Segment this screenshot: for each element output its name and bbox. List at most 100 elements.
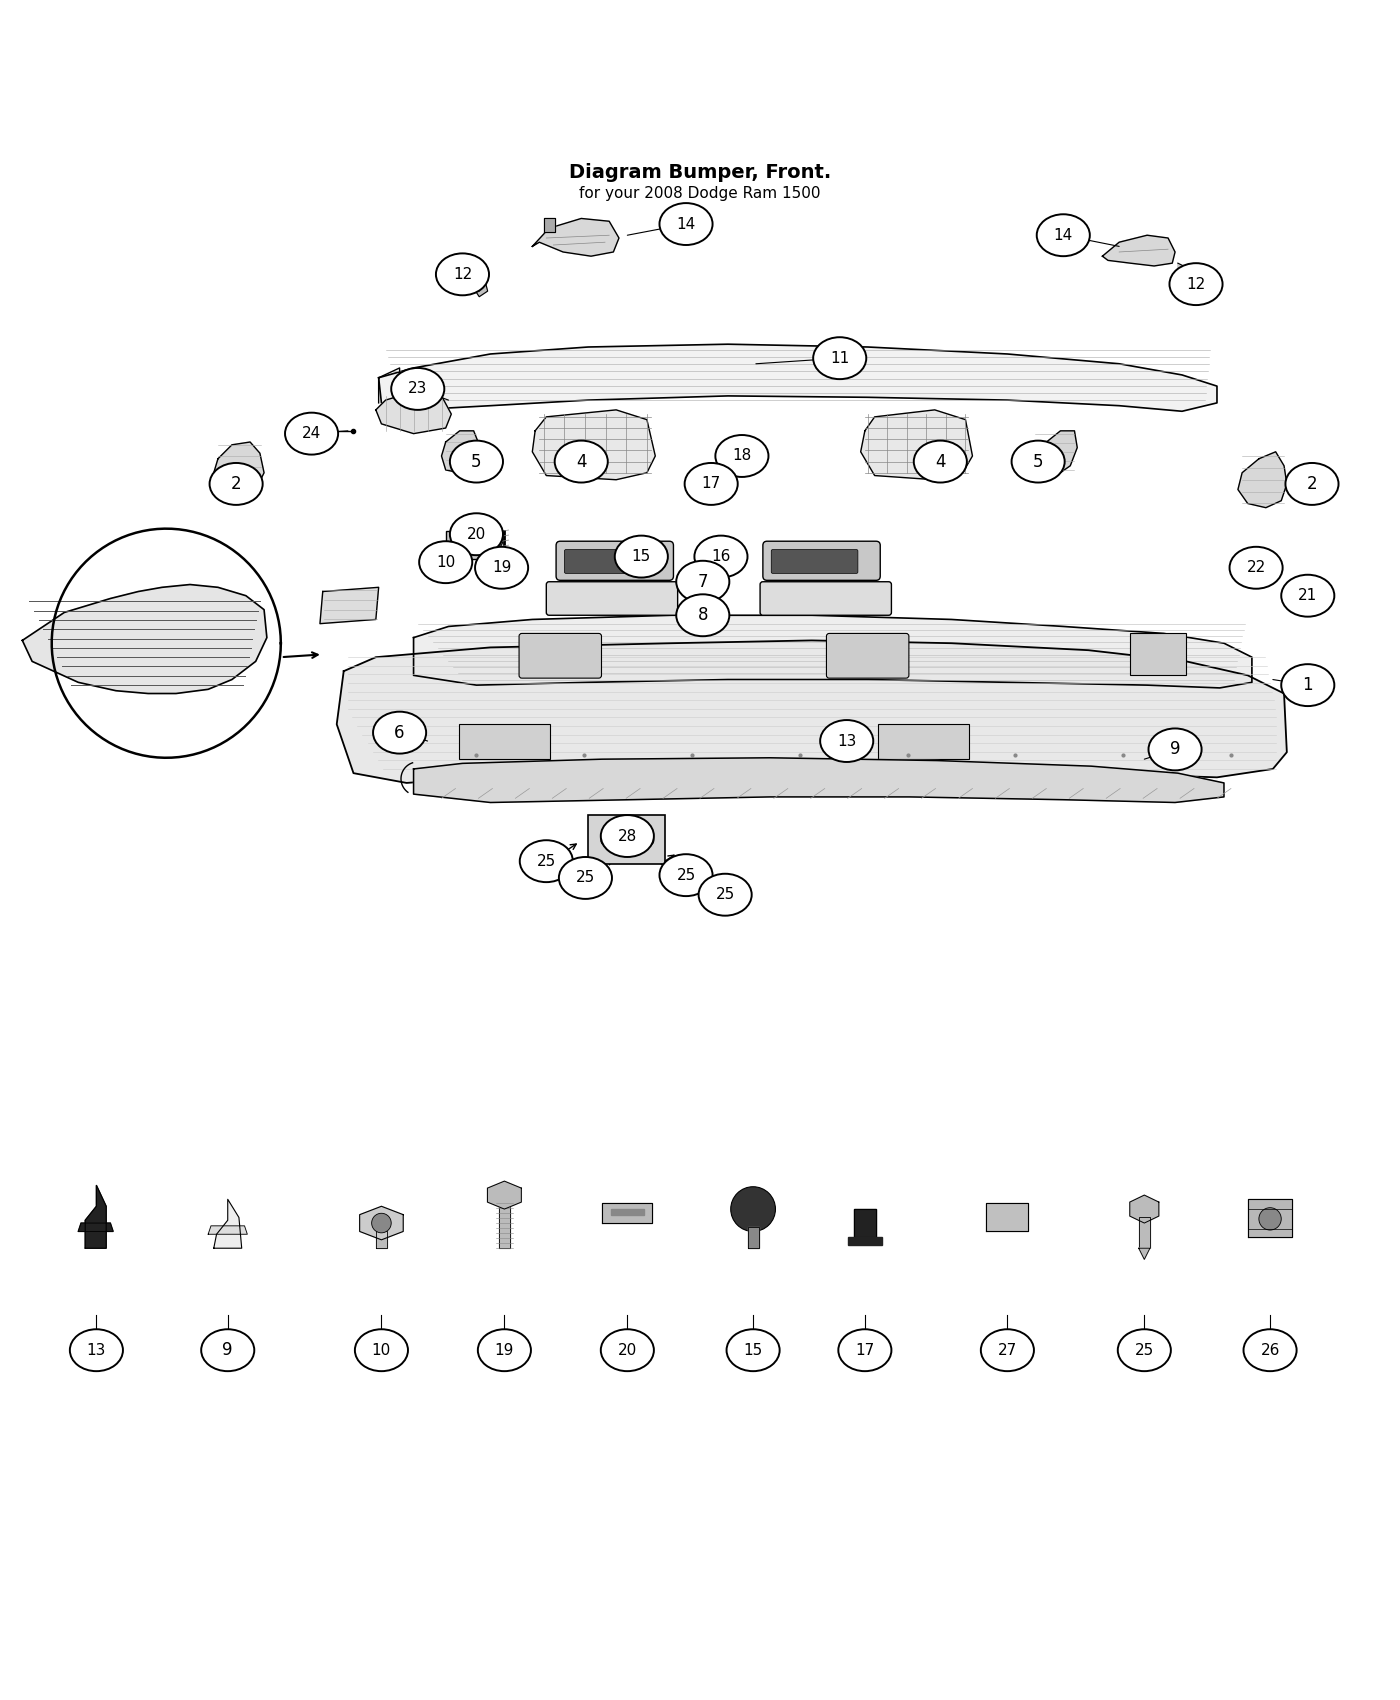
Text: 23: 23: [407, 381, 427, 396]
Polygon shape: [543, 219, 554, 233]
Polygon shape: [987, 1204, 1029, 1231]
Text: 28: 28: [617, 828, 637, 843]
Ellipse shape: [286, 413, 339, 454]
Ellipse shape: [1037, 214, 1089, 257]
Ellipse shape: [1117, 1329, 1170, 1372]
Polygon shape: [1175, 277, 1186, 298]
Polygon shape: [602, 1204, 652, 1222]
Ellipse shape: [475, 547, 528, 588]
Polygon shape: [487, 1182, 521, 1209]
FancyBboxPatch shape: [564, 549, 651, 573]
Circle shape: [601, 835, 612, 847]
Ellipse shape: [694, 536, 748, 578]
Text: 9: 9: [1170, 741, 1180, 758]
Text: Diagram Bumper, Front.: Diagram Bumper, Front.: [568, 163, 832, 182]
Ellipse shape: [1012, 440, 1064, 483]
Ellipse shape: [449, 513, 503, 556]
Polygon shape: [748, 1227, 759, 1248]
Polygon shape: [378, 343, 1217, 411]
Polygon shape: [854, 1209, 876, 1238]
Text: 10: 10: [372, 1343, 391, 1358]
Text: 8: 8: [697, 607, 708, 624]
Text: 19: 19: [491, 561, 511, 575]
Polygon shape: [610, 1209, 644, 1216]
Text: 2: 2: [231, 474, 241, 493]
Polygon shape: [375, 1231, 386, 1248]
FancyBboxPatch shape: [760, 581, 892, 615]
Polygon shape: [1138, 1217, 1149, 1248]
Text: 20: 20: [617, 1343, 637, 1358]
Circle shape: [371, 1214, 391, 1232]
Ellipse shape: [1243, 1329, 1296, 1372]
Text: 5: 5: [1033, 452, 1043, 471]
Ellipse shape: [210, 462, 263, 505]
FancyBboxPatch shape: [546, 581, 678, 615]
Polygon shape: [532, 219, 619, 257]
Polygon shape: [413, 758, 1224, 802]
Text: 25: 25: [536, 853, 556, 869]
Polygon shape: [214, 1198, 242, 1248]
Polygon shape: [1177, 264, 1200, 291]
Circle shape: [483, 530, 503, 549]
Polygon shape: [375, 391, 451, 434]
Ellipse shape: [839, 1329, 892, 1372]
Ellipse shape: [820, 721, 874, 762]
Polygon shape: [441, 430, 479, 473]
Polygon shape: [214, 442, 265, 493]
Text: 19: 19: [494, 1343, 514, 1358]
Ellipse shape: [391, 367, 444, 410]
Ellipse shape: [813, 337, 867, 379]
Bar: [878, 724, 969, 760]
Text: 26: 26: [1260, 1343, 1280, 1358]
Text: 20: 20: [466, 527, 486, 542]
Ellipse shape: [659, 853, 713, 896]
Text: 1: 1: [1302, 677, 1313, 694]
Text: 17: 17: [701, 476, 721, 491]
Polygon shape: [473, 274, 487, 297]
Ellipse shape: [354, 1329, 407, 1372]
Text: 14: 14: [676, 216, 696, 231]
Text: 25: 25: [575, 870, 595, 886]
Ellipse shape: [699, 874, 752, 916]
Text: 6: 6: [395, 724, 405, 741]
Text: 21: 21: [1298, 588, 1317, 604]
Text: 17: 17: [855, 1343, 875, 1358]
Ellipse shape: [202, 1329, 255, 1372]
Text: for your 2008 Dodge Ram 1500: for your 2008 Dodge Ram 1500: [580, 185, 820, 201]
Ellipse shape: [659, 202, 713, 245]
Circle shape: [1259, 1207, 1281, 1231]
Text: 5: 5: [472, 452, 482, 471]
Polygon shape: [532, 410, 655, 479]
Ellipse shape: [519, 840, 573, 882]
Bar: [588, 814, 665, 864]
Ellipse shape: [685, 462, 738, 505]
Circle shape: [459, 537, 476, 554]
Text: 12: 12: [1186, 277, 1205, 292]
Text: 27: 27: [998, 1343, 1016, 1358]
Polygon shape: [321, 586, 378, 624]
Ellipse shape: [477, 1329, 531, 1372]
Ellipse shape: [615, 536, 668, 578]
Polygon shape: [848, 1238, 882, 1246]
Polygon shape: [1247, 1198, 1292, 1238]
Ellipse shape: [449, 440, 503, 483]
Polygon shape: [498, 1198, 510, 1248]
FancyBboxPatch shape: [826, 634, 909, 678]
Polygon shape: [1138, 1248, 1149, 1260]
Bar: [459, 724, 550, 760]
Ellipse shape: [419, 541, 472, 583]
Text: 4: 4: [935, 452, 945, 471]
Polygon shape: [337, 641, 1287, 784]
Ellipse shape: [1229, 547, 1282, 588]
Text: 25: 25: [1134, 1343, 1154, 1358]
Polygon shape: [209, 1226, 248, 1234]
FancyBboxPatch shape: [771, 549, 858, 573]
Ellipse shape: [1169, 264, 1222, 304]
Ellipse shape: [372, 712, 426, 753]
Circle shape: [643, 835, 654, 847]
Ellipse shape: [676, 595, 729, 636]
Ellipse shape: [1281, 665, 1334, 706]
Circle shape: [731, 1187, 776, 1231]
Ellipse shape: [914, 440, 967, 483]
Text: 16: 16: [711, 549, 731, 564]
